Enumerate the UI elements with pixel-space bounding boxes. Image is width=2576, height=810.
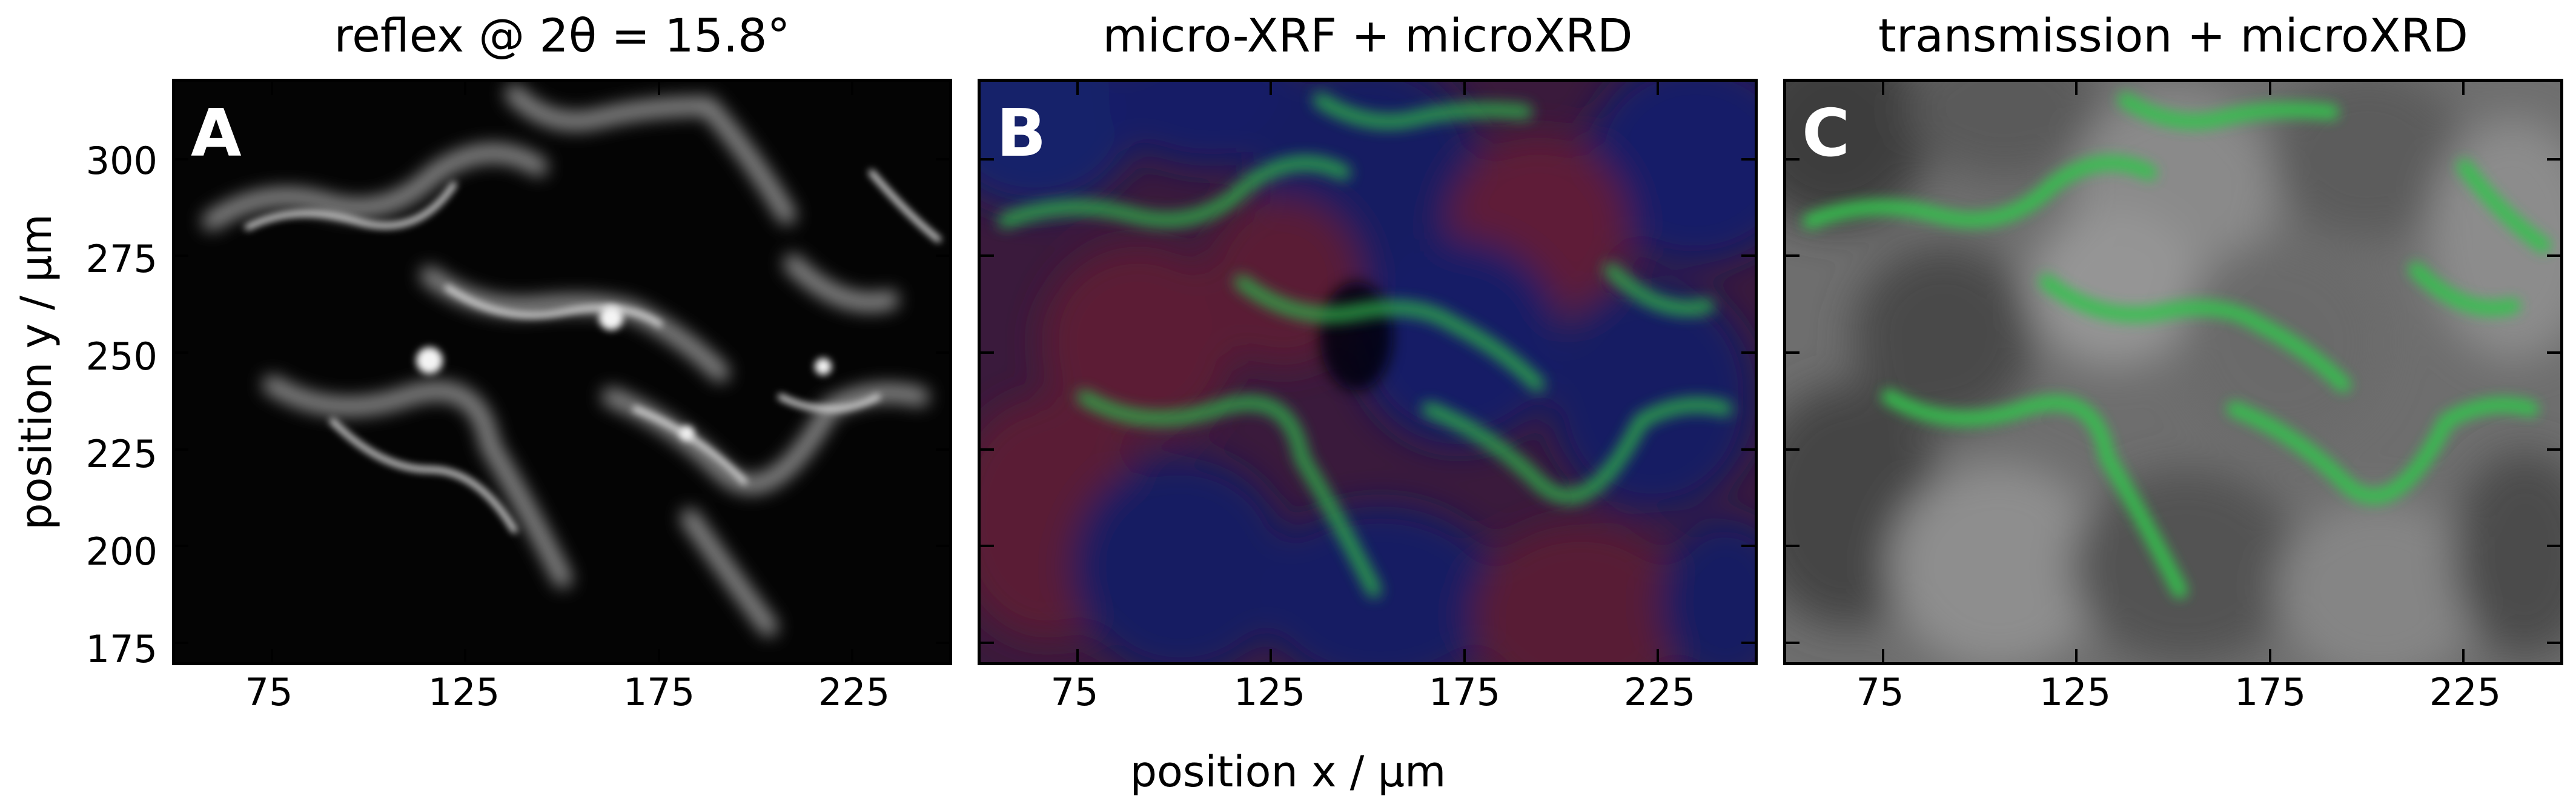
panel-a-image [175, 82, 949, 662]
panel-a: A [172, 79, 952, 665]
tick-mark [981, 642, 994, 645]
tick-mark [175, 158, 188, 161]
tick-mark [851, 649, 854, 662]
x-tick-label: 75 [1856, 670, 1904, 714]
tick-mark [1076, 649, 1079, 662]
y-axis-label: position y / µm [12, 214, 61, 530]
tick-mark [981, 158, 994, 161]
tick-mark [1270, 82, 1273, 95]
tick-mark [2547, 448, 2560, 451]
tick-mark [2547, 642, 2560, 645]
y-tick-label: 275 [85, 237, 157, 281]
x-axis-label: position x / µm [1130, 747, 1446, 797]
y-tick-label: 175 [85, 627, 157, 671]
tick-mark [1786, 254, 1800, 257]
tick-mark [175, 642, 188, 645]
panel-b-image [981, 82, 1755, 662]
x-tick-label: 75 [1050, 670, 1099, 714]
tick-mark [981, 254, 994, 257]
panel-c-letter: C [1802, 96, 1850, 171]
tick-mark [1657, 82, 1660, 95]
tick-mark [1741, 642, 1755, 645]
tick-mark [175, 351, 188, 354]
y-tick-label: 250 [85, 334, 157, 379]
x-tick-label: 175 [623, 670, 695, 714]
tick-mark [981, 351, 994, 354]
tick-mark [1741, 545, 1755, 548]
y-tick-label: 300 [85, 139, 157, 183]
tick-mark [2547, 545, 2560, 548]
tick-mark [936, 158, 949, 161]
tick-mark [2547, 254, 2560, 257]
tick-mark [2462, 649, 2465, 662]
panel-c-image [1786, 82, 2560, 662]
x-tick-label: 175 [1428, 670, 1501, 714]
tick-mark [1786, 351, 1800, 354]
tick-mark [1741, 254, 1755, 257]
tick-mark [936, 448, 949, 451]
tick-mark [1786, 642, 1800, 645]
tick-mark [1657, 649, 1660, 662]
x-tick-label: 225 [2429, 670, 2502, 714]
tick-mark [657, 82, 660, 95]
tick-mark [1786, 545, 1800, 548]
tick-mark [1270, 649, 1273, 662]
tick-mark [1881, 649, 1884, 662]
tick-mark [851, 82, 854, 95]
tick-mark [1741, 351, 1755, 354]
tick-mark [2268, 82, 2271, 95]
x-tick-label: 175 [2234, 670, 2306, 714]
tick-mark [981, 545, 994, 548]
tick-mark [1786, 448, 1800, 451]
y-tick-label: 225 [85, 432, 157, 476]
tick-mark [1786, 158, 1800, 161]
tick-mark [464, 649, 467, 662]
tick-mark [981, 448, 994, 451]
tick-mark [2547, 158, 2560, 161]
tick-mark [936, 642, 949, 645]
panel-b-letter: B [996, 96, 1047, 171]
tick-mark [936, 254, 949, 257]
tick-mark [936, 351, 949, 354]
tick-mark [2268, 649, 2271, 662]
x-tick-label: 75 [245, 670, 293, 714]
x-tick-label: 225 [1623, 670, 1696, 714]
tick-mark [1463, 649, 1466, 662]
tick-mark [175, 448, 188, 451]
tick-mark [936, 545, 949, 548]
x-tick-label: 125 [428, 670, 500, 714]
panel-b-title: micro-XRF + microXRD [1102, 8, 1633, 62]
tick-mark [657, 649, 660, 662]
tick-mark [2462, 82, 2465, 95]
tick-mark [270, 82, 273, 95]
tick-mark [464, 82, 467, 95]
x-tick-label: 125 [1233, 670, 1306, 714]
tick-mark [270, 649, 273, 662]
tick-mark [2075, 82, 2078, 95]
panel-c-title: transmission + microXRD [1878, 8, 2468, 62]
tick-mark [1881, 82, 1884, 95]
x-tick-label: 225 [818, 670, 890, 714]
x-tick-label: 125 [2039, 670, 2111, 714]
y-tick-label: 200 [85, 529, 157, 574]
panel-a-title: reflex @ 2θ = 15.8° [334, 8, 790, 62]
panel-c: C [1783, 79, 2563, 665]
tick-mark [1741, 158, 1755, 161]
tick-mark [1741, 448, 1755, 451]
panel-a-letter: A [191, 96, 242, 171]
tick-mark [2547, 351, 2560, 354]
tick-mark [175, 254, 188, 257]
tick-mark [1463, 82, 1466, 95]
panel-b: B [978, 79, 1758, 665]
tick-mark [2075, 649, 2078, 662]
tick-mark [1076, 82, 1079, 95]
tick-mark [175, 545, 188, 548]
